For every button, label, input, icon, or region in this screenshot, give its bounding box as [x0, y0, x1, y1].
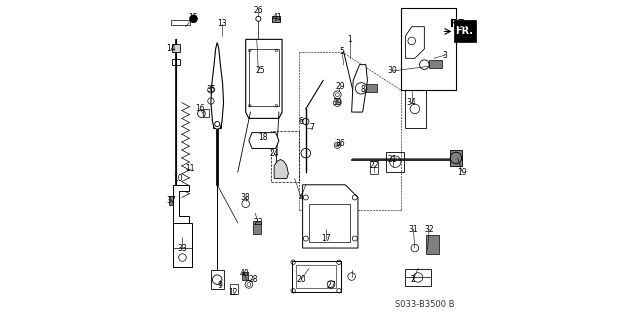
Text: 15: 15 — [189, 13, 198, 22]
Text: 24: 24 — [269, 149, 279, 158]
Text: 40: 40 — [239, 269, 249, 278]
Text: 4: 4 — [299, 193, 303, 202]
Bar — [172, 59, 180, 65]
Bar — [230, 285, 238, 294]
Bar — [242, 272, 248, 280]
Polygon shape — [274, 160, 289, 178]
Text: 19: 19 — [458, 168, 467, 177]
Text: 10: 10 — [173, 174, 182, 183]
Text: 22: 22 — [369, 161, 378, 170]
Text: 14: 14 — [166, 44, 176, 53]
FancyBboxPatch shape — [454, 20, 476, 41]
Bar — [387, 152, 404, 172]
Bar — [450, 150, 462, 166]
Text: 16: 16 — [195, 104, 205, 113]
Text: 2: 2 — [411, 275, 415, 284]
Bar — [171, 20, 189, 25]
Bar — [169, 196, 176, 205]
Polygon shape — [249, 133, 279, 148]
Text: S033-B3500 B: S033-B3500 B — [395, 300, 454, 309]
Circle shape — [189, 15, 197, 23]
Text: 3: 3 — [442, 51, 447, 60]
Text: 36: 36 — [335, 139, 346, 148]
Bar — [364, 84, 377, 92]
Text: 30: 30 — [388, 66, 397, 76]
Text: 38: 38 — [241, 193, 250, 202]
Bar — [253, 221, 261, 234]
Bar — [272, 16, 280, 22]
Text: 29: 29 — [336, 82, 346, 91]
Text: 34: 34 — [407, 98, 417, 107]
Bar — [203, 109, 209, 117]
Bar — [172, 44, 180, 52]
Bar — [173, 223, 192, 267]
Text: 37: 37 — [166, 196, 176, 205]
Text: 9: 9 — [218, 281, 223, 291]
Bar — [426, 235, 438, 254]
Text: 20: 20 — [296, 275, 306, 284]
Text: 5: 5 — [340, 48, 344, 56]
Polygon shape — [246, 39, 282, 118]
Polygon shape — [173, 185, 189, 223]
Text: 26: 26 — [253, 6, 263, 15]
Text: 27: 27 — [326, 281, 336, 291]
Polygon shape — [292, 261, 340, 292]
Text: 41: 41 — [273, 13, 282, 22]
Text: 11: 11 — [186, 165, 195, 174]
Polygon shape — [351, 65, 367, 112]
Text: 33: 33 — [177, 243, 188, 253]
Bar — [211, 270, 223, 289]
Text: FR.: FR. — [455, 26, 473, 36]
Polygon shape — [303, 185, 358, 248]
Bar — [249, 49, 279, 106]
Text: 8: 8 — [360, 85, 365, 94]
Polygon shape — [405, 27, 424, 58]
Text: 7: 7 — [310, 123, 314, 132]
Bar — [309, 204, 350, 242]
Bar — [405, 90, 426, 128]
Bar — [296, 265, 336, 287]
Text: 18: 18 — [259, 133, 268, 142]
Text: 35: 35 — [206, 85, 216, 94]
Bar — [429, 60, 442, 68]
Bar — [370, 161, 378, 174]
Bar — [213, 120, 221, 128]
Polygon shape — [211, 42, 223, 130]
Text: 13: 13 — [217, 19, 227, 28]
Text: 17: 17 — [321, 234, 331, 243]
Text: 21: 21 — [388, 155, 397, 164]
Bar — [401, 8, 456, 90]
Bar — [271, 131, 300, 182]
Bar — [405, 269, 431, 286]
Text: 6: 6 — [299, 117, 303, 126]
Text: 28: 28 — [249, 275, 259, 284]
Text: 23: 23 — [253, 218, 263, 227]
Text: 39: 39 — [333, 98, 342, 107]
Text: 12: 12 — [228, 288, 238, 297]
Text: 1: 1 — [348, 35, 353, 44]
Text: 25: 25 — [255, 66, 265, 76]
Text: FR.: FR. — [451, 19, 471, 28]
Text: 32: 32 — [424, 225, 434, 234]
Text: 31: 31 — [408, 225, 418, 234]
